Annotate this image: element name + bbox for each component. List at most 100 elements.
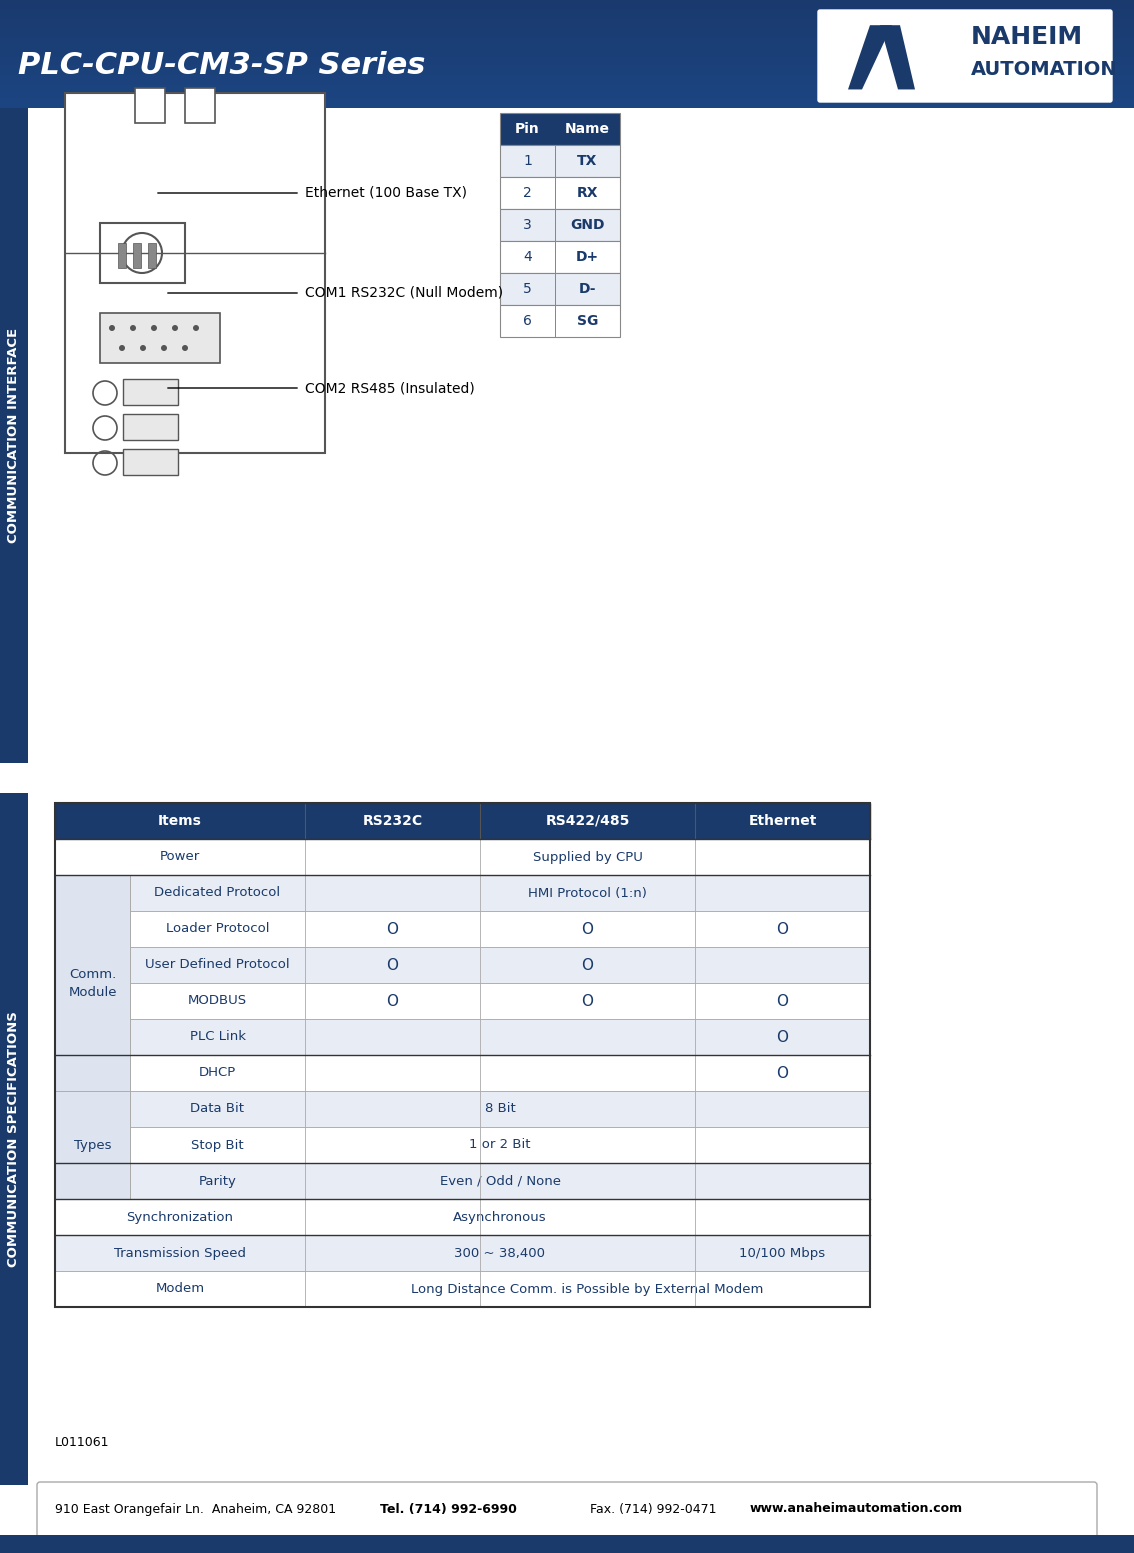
Bar bbox=[149, 242, 156, 269]
Bar bbox=[56, 983, 870, 1019]
Text: COM2 RS485 (Insulated): COM2 RS485 (Insulated) bbox=[305, 380, 475, 394]
Text: RS232C: RS232C bbox=[363, 814, 423, 828]
Text: Items: Items bbox=[158, 814, 202, 828]
Text: Parity: Parity bbox=[198, 1174, 236, 1188]
Text: O: O bbox=[777, 921, 788, 936]
Text: Synchronization: Synchronization bbox=[127, 1210, 234, 1224]
Text: Tel. (714) 992-6990: Tel. (714) 992-6990 bbox=[380, 1502, 517, 1516]
Text: Dedicated Protocol: Dedicated Protocol bbox=[154, 887, 280, 899]
Text: Comm.
Module: Comm. Module bbox=[68, 968, 117, 999]
Bar bbox=[500, 144, 620, 177]
Text: COM1 RS232C (Null Modem): COM1 RS232C (Null Modem) bbox=[305, 286, 503, 300]
Text: Name: Name bbox=[565, 123, 610, 137]
Bar bbox=[100, 314, 220, 363]
Text: Modem: Modem bbox=[155, 1283, 204, 1295]
Text: RX: RX bbox=[577, 186, 599, 200]
Text: O: O bbox=[582, 921, 593, 936]
Text: Supplied by CPU: Supplied by CPU bbox=[533, 851, 643, 863]
Bar bbox=[56, 1092, 870, 1127]
Bar bbox=[500, 113, 620, 144]
Text: 3: 3 bbox=[523, 217, 532, 231]
Bar bbox=[56, 1270, 870, 1308]
Text: HMI Protocol (1:n): HMI Protocol (1:n) bbox=[528, 887, 646, 899]
Bar bbox=[56, 1054, 870, 1092]
Circle shape bbox=[151, 325, 156, 331]
Circle shape bbox=[109, 325, 115, 331]
Text: COMMUNICATION INTERFACE: COMMUNICATION INTERFACE bbox=[8, 328, 20, 544]
Text: Long Distance Comm. is Possible by External Modem: Long Distance Comm. is Possible by Exter… bbox=[412, 1283, 763, 1295]
Bar bbox=[56, 874, 870, 912]
Bar bbox=[56, 839, 870, 874]
Text: AUTOMATION: AUTOMATION bbox=[971, 59, 1117, 79]
Text: O: O bbox=[777, 994, 788, 1008]
Text: 5: 5 bbox=[523, 283, 532, 297]
Circle shape bbox=[130, 325, 136, 331]
Bar bbox=[500, 210, 620, 241]
Text: Ethernet: Ethernet bbox=[748, 814, 816, 828]
Text: A: A bbox=[860, 23, 908, 85]
Text: Pin: Pin bbox=[515, 123, 540, 137]
Text: DHCP: DHCP bbox=[198, 1067, 236, 1079]
Text: PLC Link: PLC Link bbox=[189, 1031, 245, 1044]
Bar bbox=[56, 1092, 130, 1199]
Bar bbox=[0, 794, 28, 1485]
Bar bbox=[56, 803, 870, 1308]
Circle shape bbox=[193, 325, 198, 331]
Text: O: O bbox=[777, 1065, 788, 1081]
Circle shape bbox=[172, 325, 178, 331]
Bar bbox=[56, 874, 130, 1092]
Bar bbox=[56, 1199, 870, 1235]
Text: O: O bbox=[387, 921, 398, 936]
Text: D-: D- bbox=[578, 283, 596, 297]
Text: Data Bit: Data Bit bbox=[191, 1103, 245, 1115]
Text: Even / Odd / None: Even / Odd / None bbox=[440, 1174, 560, 1188]
Text: 6: 6 bbox=[523, 314, 532, 328]
Bar bbox=[56, 912, 870, 947]
Text: 8 Bit: 8 Bit bbox=[484, 1103, 515, 1115]
Text: SG: SG bbox=[577, 314, 599, 328]
Text: 1 or 2 Bit: 1 or 2 Bit bbox=[469, 1138, 531, 1151]
Text: www.anaheimautomation.com: www.anaheimautomation.com bbox=[750, 1502, 963, 1516]
Bar bbox=[118, 242, 126, 269]
Text: 300 ~ 38,400: 300 ~ 38,400 bbox=[455, 1247, 545, 1259]
Text: Transmission Speed: Transmission Speed bbox=[115, 1247, 246, 1259]
Text: COMMUNICATION SPECIFICATIONS: COMMUNICATION SPECIFICATIONS bbox=[8, 1011, 20, 1267]
Text: D+: D+ bbox=[576, 250, 599, 264]
Bar bbox=[0, 0, 1134, 109]
Text: 910 East Orangefair Ln.  Anaheim, CA 92801: 910 East Orangefair Ln. Anaheim, CA 9280… bbox=[56, 1502, 336, 1516]
Text: PLC-CPU-CM3-SP Series: PLC-CPU-CM3-SP Series bbox=[18, 51, 425, 81]
Text: Fax. (714) 992-0471: Fax. (714) 992-0471 bbox=[590, 1502, 717, 1516]
Bar bbox=[122, 415, 178, 439]
Bar bbox=[56, 1235, 870, 1270]
Text: O: O bbox=[582, 994, 593, 1008]
Text: 1: 1 bbox=[523, 154, 532, 168]
Text: RS422/485: RS422/485 bbox=[545, 814, 629, 828]
Polygon shape bbox=[880, 25, 915, 90]
Text: Stop Bit: Stop Bit bbox=[192, 1138, 244, 1151]
Text: Power: Power bbox=[160, 851, 200, 863]
Text: O: O bbox=[582, 958, 593, 972]
FancyBboxPatch shape bbox=[818, 9, 1112, 102]
Bar bbox=[500, 241, 620, 273]
Bar bbox=[56, 947, 870, 983]
Bar bbox=[500, 177, 620, 210]
Text: Types: Types bbox=[74, 1138, 111, 1151]
Circle shape bbox=[181, 345, 188, 351]
Bar bbox=[56, 1019, 870, 1054]
Text: MODBUS: MODBUS bbox=[188, 994, 247, 1008]
Bar bbox=[122, 449, 178, 475]
FancyBboxPatch shape bbox=[37, 1482, 1097, 1537]
Text: Loader Protocol: Loader Protocol bbox=[166, 922, 269, 935]
Bar bbox=[56, 1127, 870, 1163]
Circle shape bbox=[161, 345, 167, 351]
Bar bbox=[135, 89, 166, 123]
Text: NAHEIM: NAHEIM bbox=[971, 25, 1083, 48]
Text: TX: TX bbox=[577, 154, 598, 168]
Bar bbox=[65, 93, 325, 453]
Bar bbox=[0, 1534, 1134, 1553]
Bar bbox=[0, 109, 28, 763]
Bar bbox=[500, 273, 620, 304]
Polygon shape bbox=[848, 25, 892, 90]
Text: O: O bbox=[387, 958, 398, 972]
Text: O: O bbox=[387, 994, 398, 1008]
